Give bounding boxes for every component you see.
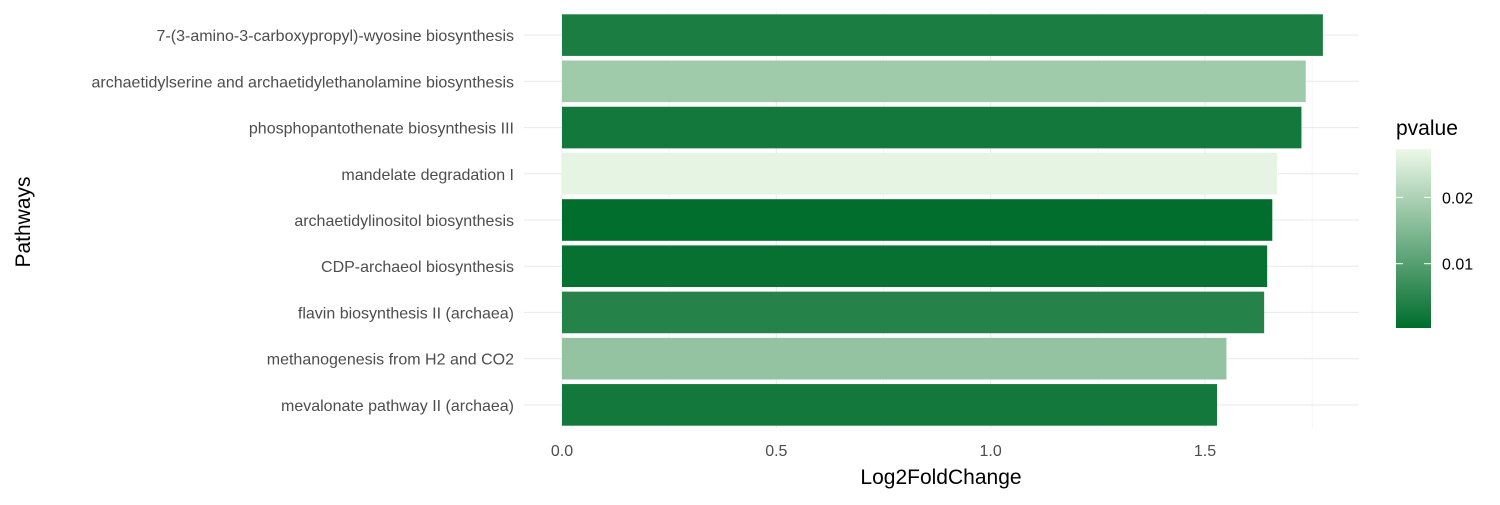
bars bbox=[562, 14, 1323, 426]
x-tick-labels: 0.0 0.5 1.0 1.5 bbox=[551, 443, 1216, 460]
y-tick-label: CDP-archaeol biosynthesis bbox=[321, 259, 514, 276]
y-tick-label: mandelate degradation I bbox=[341, 167, 514, 184]
legend-title: pvalue bbox=[1396, 117, 1458, 140]
bar bbox=[562, 291, 1265, 334]
bar bbox=[562, 60, 1306, 103]
y-tick-label: archaetidylinositol biosynthesis bbox=[294, 213, 514, 230]
y-tick-label: 7-(3-amino-3-carboxypropyl)-wyosine bios… bbox=[157, 28, 514, 45]
legend: pvalue 0.01 0.02 bbox=[1396, 117, 1473, 328]
bar bbox=[562, 199, 1273, 241]
legend-tick-label: 0.01 bbox=[1442, 257, 1473, 274]
bar bbox=[562, 106, 1302, 149]
legend-colorbar bbox=[1396, 149, 1431, 328]
y-tick-label: methanogenesis from H2 and CO2 bbox=[267, 352, 514, 369]
x-axis-title: Log2FoldChange bbox=[860, 466, 1021, 489]
legend-tick-label: 0.02 bbox=[1442, 190, 1473, 207]
bar bbox=[562, 384, 1218, 426]
y-tick-label: mevalonate pathway II (archaea) bbox=[281, 398, 514, 415]
bar bbox=[562, 14, 1323, 56]
y-tick-label: archaetidylserine and archaetidylethanol… bbox=[92, 74, 514, 91]
y-tick-label: phosphopantothenate biosynthesis III bbox=[249, 121, 514, 138]
x-tick-label: 1.5 bbox=[1194, 443, 1216, 460]
bar bbox=[562, 245, 1268, 288]
bar bbox=[562, 152, 1278, 195]
bar bbox=[562, 337, 1227, 380]
x-tick-label: 1.0 bbox=[980, 443, 1002, 460]
y-tick-labels: 7-(3-amino-3-carboxypropyl)-wyosine bios… bbox=[92, 28, 515, 415]
x-tick-label: 0.0 bbox=[551, 443, 573, 460]
y-tick-label: flavin biosynthesis II (archaea) bbox=[298, 305, 514, 322]
y-axis-title: Pathways bbox=[12, 176, 35, 267]
legend-ticks: 0.01 0.02 bbox=[1396, 190, 1473, 274]
x-tick-label: 0.5 bbox=[765, 443, 787, 460]
